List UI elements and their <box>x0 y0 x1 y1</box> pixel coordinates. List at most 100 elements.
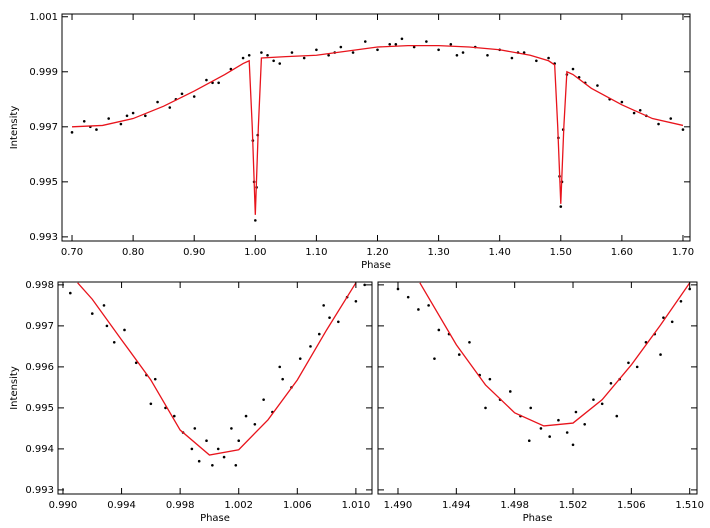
data-point <box>449 42 453 46</box>
data-point <box>394 42 398 46</box>
data-point <box>70 131 74 134</box>
data-point <box>298 357 302 360</box>
x-axis-label: Phase <box>361 260 391 271</box>
data-point <box>388 42 392 46</box>
x-tick-label: 1.494 <box>442 500 471 511</box>
data-point <box>559 205 563 208</box>
plot-frame <box>57 281 373 495</box>
data-point <box>102 304 106 307</box>
data-point <box>679 299 683 303</box>
data-point <box>172 414 176 418</box>
data-point <box>669 117 673 120</box>
data-point <box>522 51 526 54</box>
data-point <box>571 443 575 447</box>
data-point <box>396 287 400 291</box>
data-point <box>222 455 226 459</box>
data-point <box>131 111 135 115</box>
data-point <box>205 439 208 442</box>
data-point <box>571 67 575 71</box>
plot-area <box>396 282 692 447</box>
y-axis-label: Intensity <box>9 106 20 150</box>
data-point <box>168 106 172 109</box>
data-point <box>400 37 404 41</box>
data-point <box>354 299 358 303</box>
data-point <box>149 402 153 406</box>
y-tick-label: 0.995 <box>29 177 58 188</box>
data-point <box>82 120 86 123</box>
model-line <box>77 282 357 456</box>
x-tick-label: 1.40 <box>489 247 511 258</box>
x-tick-label: 1.70 <box>672 247 694 258</box>
data-point <box>644 340 648 344</box>
data-point <box>241 56 245 60</box>
data-point <box>192 95 196 98</box>
data-point <box>457 353 461 356</box>
data-point <box>376 48 379 52</box>
data-point <box>574 410 578 414</box>
data-point <box>539 427 543 430</box>
data-point <box>363 40 367 43</box>
data-point <box>527 439 531 442</box>
data-point <box>278 62 282 65</box>
data-point <box>535 59 538 63</box>
data-point <box>229 67 233 71</box>
model-line <box>419 282 691 427</box>
data-point <box>134 361 138 365</box>
data-point <box>659 353 662 356</box>
data-point <box>309 345 312 348</box>
data-point <box>455 53 459 57</box>
data-point <box>230 427 233 430</box>
data-point <box>484 406 487 410</box>
data-point <box>278 365 282 369</box>
y-tick-label: 1.001 <box>29 12 58 23</box>
y-tick-label: 0.993 <box>25 485 54 496</box>
data-point <box>351 51 355 54</box>
data-point <box>437 48 440 52</box>
data-point <box>688 287 692 291</box>
data-point <box>412 45 416 49</box>
data-point <box>632 111 636 115</box>
data-point <box>615 414 619 418</box>
data-point <box>281 377 284 381</box>
data-point <box>488 377 492 381</box>
plot-frame <box>61 13 691 242</box>
data-point <box>620 100 624 104</box>
data-point <box>596 84 599 87</box>
data-point <box>425 40 428 43</box>
data-point <box>592 398 595 401</box>
plot-area <box>70 37 685 222</box>
data-point <box>95 128 98 131</box>
data-point <box>69 291 72 295</box>
data-point <box>190 447 194 451</box>
x-tick-label: 0.80 <box>122 247 144 258</box>
data-point <box>153 377 157 381</box>
data-point <box>548 435 551 438</box>
data-point <box>107 117 110 120</box>
x-tick-label: 1.60 <box>611 247 633 258</box>
x-tick-label: 1.506 <box>617 500 646 511</box>
data-point <box>216 447 220 451</box>
y-tick-label: 0.994 <box>25 444 54 455</box>
data-point <box>417 308 420 311</box>
data-point <box>144 114 147 118</box>
x-tick-label: 1.10 <box>305 247 327 258</box>
data-point <box>125 114 129 118</box>
plot-frame <box>377 281 698 495</box>
data-point <box>508 390 512 393</box>
data-point <box>234 463 238 467</box>
data-point <box>565 431 569 434</box>
data-point <box>247 53 251 57</box>
data-point <box>657 122 660 126</box>
data-point <box>427 304 430 307</box>
data-point <box>547 56 550 60</box>
data-point <box>627 361 630 365</box>
x-tick-label: 1.20 <box>366 247 388 258</box>
plot-area <box>69 282 366 467</box>
data-point <box>315 48 318 52</box>
data-point <box>337 320 340 324</box>
x-tick-label: 1.30 <box>427 247 449 258</box>
data-point <box>339 45 343 49</box>
data-point <box>486 53 489 57</box>
data-point <box>237 439 241 442</box>
